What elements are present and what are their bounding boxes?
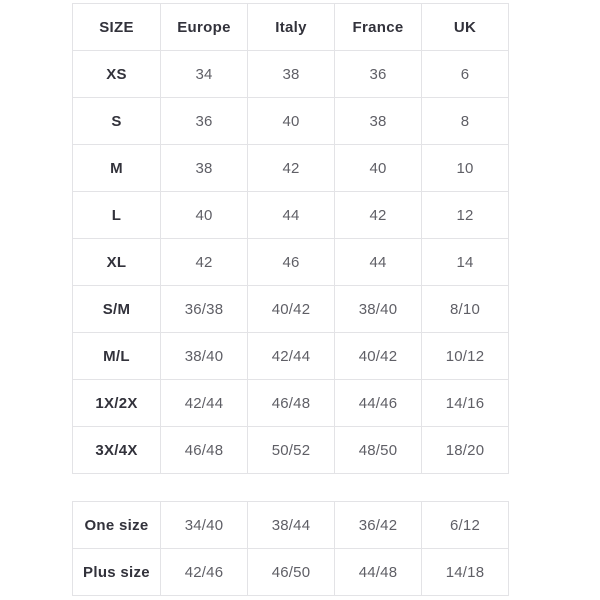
size-value: 14 <box>421 238 509 286</box>
size-label: S <box>72 97 161 145</box>
table-row: S/M 36/38 40/42 38/40 8/10 <box>72 285 509 333</box>
size-value: 44 <box>247 191 335 239</box>
size-value: 48/50 <box>334 426 422 474</box>
size-value: 14/18 <box>421 548 509 596</box>
size-value: 14/16 <box>421 379 509 427</box>
size-value: 46 <box>247 238 335 286</box>
size-value: 42 <box>160 238 248 286</box>
table-row: 1X/2X 42/44 46/48 44/46 14/16 <box>72 379 509 427</box>
size-value: 46/48 <box>247 379 335 427</box>
table-row: XL 42 46 44 14 <box>72 238 509 286</box>
size-value: 10 <box>421 144 509 192</box>
size-value: 34 <box>160 50 248 98</box>
size-value: 38/40 <box>160 332 248 380</box>
table-row: XS 34 38 36 6 <box>72 50 509 98</box>
size-value: 8/10 <box>421 285 509 333</box>
size-value: 12 <box>421 191 509 239</box>
table-row: Plus size 42/46 46/50 44/48 14/18 <box>72 548 509 596</box>
size-label: M/L <box>72 332 161 380</box>
size-value: 6/12 <box>421 501 509 549</box>
size-value: 36/38 <box>160 285 248 333</box>
size-value: 38 <box>247 50 335 98</box>
size-value: 18/20 <box>421 426 509 474</box>
size-conversion-table: SIZE Europe Italy France UK XS 34 38 36 … <box>72 3 509 474</box>
size-label: M <box>72 144 161 192</box>
size-value: 36 <box>334 50 422 98</box>
size-value: 40/42 <box>247 285 335 333</box>
size-value: 40/42 <box>334 332 422 380</box>
size-label: XS <box>72 50 161 98</box>
size-value: 40 <box>334 144 422 192</box>
table-row: One size 34/40 38/44 36/42 6/12 <box>72 501 509 549</box>
size-value: 40 <box>247 97 335 145</box>
size-label: 3X/4X <box>72 426 161 474</box>
size-value: 8 <box>421 97 509 145</box>
size-value: 42 <box>334 191 422 239</box>
size-value: 36/42 <box>334 501 422 549</box>
table-row: L 40 44 42 12 <box>72 191 509 239</box>
size-value: 38 <box>334 97 422 145</box>
table-row: M/L 38/40 42/44 40/42 10/12 <box>72 332 509 380</box>
size-value: 36 <box>160 97 248 145</box>
size-value: 50/52 <box>247 426 335 474</box>
table-header-row: SIZE Europe Italy France UK <box>72 3 509 51</box>
size-label: XL <box>72 238 161 286</box>
size-value: 46/50 <box>247 548 335 596</box>
size-label: 1X/2X <box>72 379 161 427</box>
size-value: 38/40 <box>334 285 422 333</box>
size-label: L <box>72 191 161 239</box>
size-value: 42/44 <box>247 332 335 380</box>
size-value: 6 <box>421 50 509 98</box>
size-value: 42/46 <box>160 548 248 596</box>
size-value: 46/48 <box>160 426 248 474</box>
size-value: 44/48 <box>334 548 422 596</box>
column-header-europe: Europe <box>160 3 248 51</box>
size-value: 42/44 <box>160 379 248 427</box>
size-label: Plus size <box>72 548 161 596</box>
size-value: 38 <box>160 144 248 192</box>
size-label: S/M <box>72 285 161 333</box>
size-value: 44/46 <box>334 379 422 427</box>
size-value: 44 <box>334 238 422 286</box>
size-value: 38/44 <box>247 501 335 549</box>
special-sizes-table: One size 34/40 38/44 36/42 6/12 Plus siz… <box>72 501 509 596</box>
column-header-size: SIZE <box>72 3 161 51</box>
column-header-france: France <box>334 3 422 51</box>
size-value: 42 <box>247 144 335 192</box>
table-row: S 36 40 38 8 <box>72 97 509 145</box>
table-row: M 38 42 40 10 <box>72 144 509 192</box>
size-value: 40 <box>160 191 248 239</box>
column-header-uk: UK <box>421 3 509 51</box>
table-row: 3X/4X 46/48 50/52 48/50 18/20 <box>72 426 509 474</box>
size-value: 10/12 <box>421 332 509 380</box>
column-header-italy: Italy <box>247 3 335 51</box>
size-value: 34/40 <box>160 501 248 549</box>
size-label: One size <box>72 501 161 549</box>
